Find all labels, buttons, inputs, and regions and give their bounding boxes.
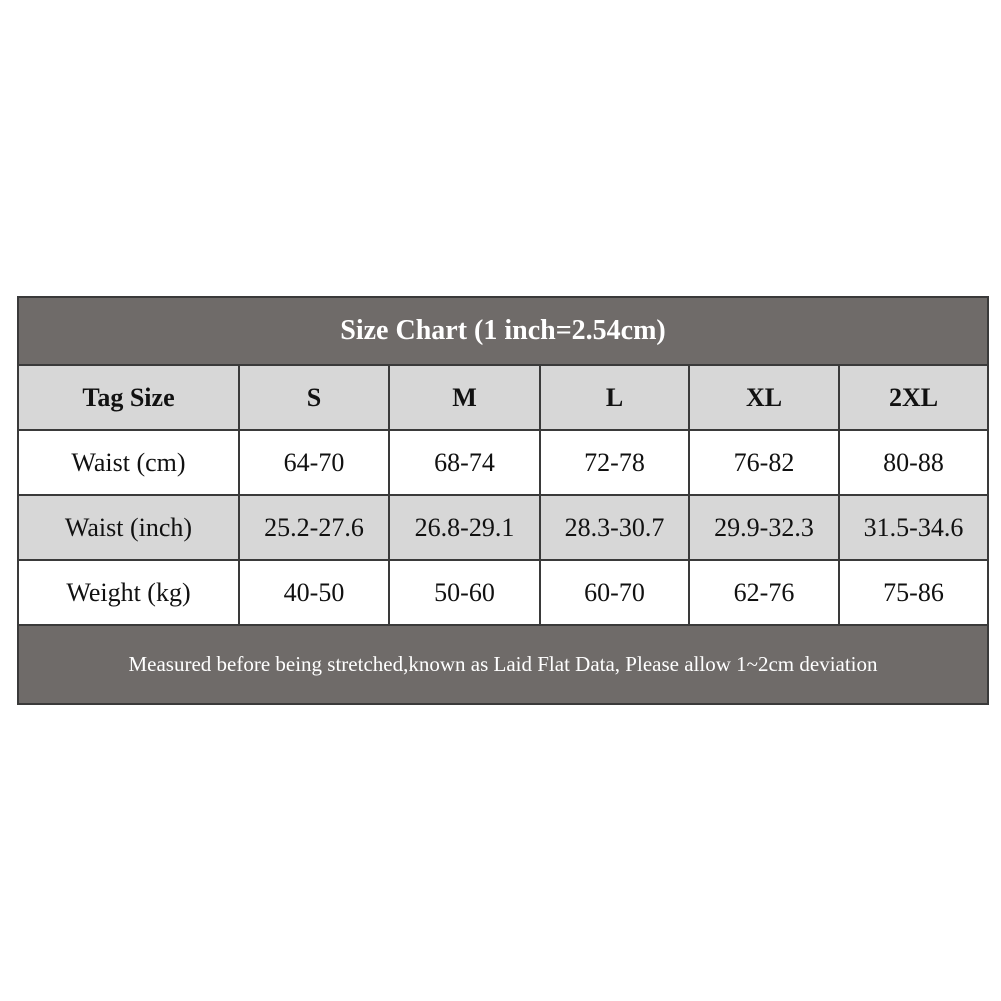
header-cell: S bbox=[238, 364, 390, 431]
table-cell: 25.2-27.6 bbox=[238, 494, 390, 561]
header-cell: L bbox=[539, 364, 690, 431]
table-cell: 60-70 bbox=[539, 559, 690, 626]
table-cell: 50-60 bbox=[388, 559, 541, 626]
table-cell: 64-70 bbox=[238, 429, 390, 496]
size-chart: Size Chart (1 inch=2.54cm) Tag Size S M … bbox=[17, 296, 989, 705]
title-row: Size Chart (1 inch=2.54cm) bbox=[17, 296, 989, 366]
table-cell: 80-88 bbox=[838, 429, 989, 496]
header-row: Tag Size S M L XL 2XL bbox=[17, 364, 989, 431]
header-cell: M bbox=[388, 364, 541, 431]
table-cell: 28.3-30.7 bbox=[539, 494, 690, 561]
table-cell: 31.5-34.6 bbox=[838, 494, 989, 561]
header-cell: 2XL bbox=[838, 364, 989, 431]
table-cell: 29.9-32.3 bbox=[688, 494, 840, 561]
table-cell: 62-76 bbox=[688, 559, 840, 626]
row-label: Waist (cm) bbox=[17, 429, 240, 496]
table-cell: 72-78 bbox=[539, 429, 690, 496]
table-cell: 76-82 bbox=[688, 429, 840, 496]
table-cell: 26.8-29.1 bbox=[388, 494, 541, 561]
table-cell: 68-74 bbox=[388, 429, 541, 496]
row-label: Waist (inch) bbox=[17, 494, 240, 561]
footer-row: Measured before being stretched,known as… bbox=[17, 624, 989, 705]
table-row: Weight (kg) 40-50 50-60 60-70 62-76 75-8… bbox=[17, 559, 989, 626]
size-chart-table: Size Chart (1 inch=2.54cm) Tag Size S M … bbox=[17, 296, 989, 705]
row-label: Weight (kg) bbox=[17, 559, 240, 626]
header-cell: XL bbox=[688, 364, 840, 431]
footer-note: Measured before being stretched,known as… bbox=[17, 624, 989, 705]
table-cell: 75-86 bbox=[838, 559, 989, 626]
table-row: Waist (cm) 64-70 68-74 72-78 76-82 80-88 bbox=[17, 429, 989, 496]
table-cell: 40-50 bbox=[238, 559, 390, 626]
table-row: Waist (inch) 25.2-27.6 26.8-29.1 28.3-30… bbox=[17, 494, 989, 561]
chart-title: Size Chart (1 inch=2.54cm) bbox=[17, 296, 989, 366]
header-cell: Tag Size bbox=[17, 364, 240, 431]
